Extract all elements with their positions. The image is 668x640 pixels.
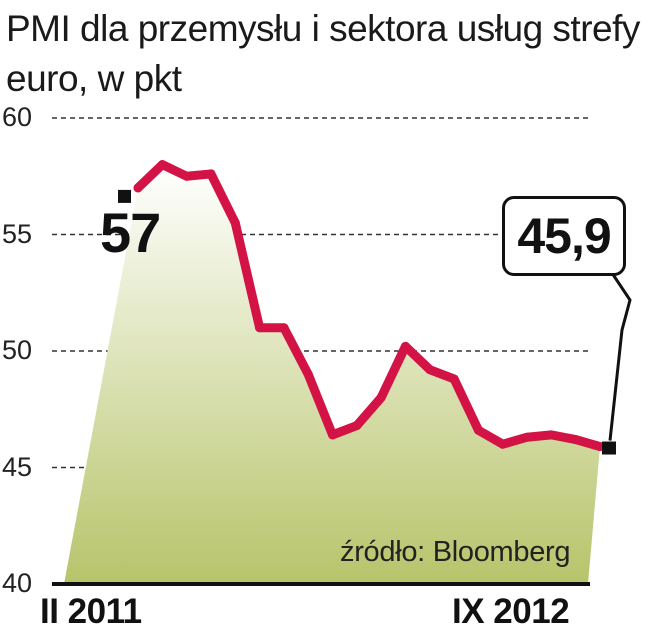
start-point-marker [118, 189, 131, 203]
end-point-marker [602, 441, 616, 455]
x-axis-end-label: IX 2012 [452, 592, 570, 631]
source-note: źródło: Bloomberg [340, 536, 571, 568]
data-point-15 [473, 425, 483, 435]
y-tick-55: 55 [2, 218, 33, 249]
y-tick-45: 45 [2, 451, 33, 482]
data-point-9 [328, 430, 338, 440]
data-point-13 [425, 365, 435, 375]
data-point-10 [352, 421, 362, 431]
data-point-1 [133, 183, 143, 193]
data-point-18 [546, 430, 556, 440]
data-point-5 [230, 218, 240, 228]
data-point-6 [255, 323, 265, 333]
data-point-4 [206, 169, 216, 179]
data-point-16 [498, 439, 508, 449]
data-point-19 [571, 435, 581, 445]
data-point-2 [157, 160, 167, 170]
x-axis-start-label: II 2011 [40, 592, 142, 631]
data-point-8 [303, 369, 313, 379]
data-point-12 [400, 341, 410, 351]
y-tick-50: 50 [2, 335, 33, 365]
y-tick-60: 60 [2, 102, 33, 132]
series-area-fill [64, 164, 600, 584]
callout-pointer-line [608, 272, 632, 441]
series-points [133, 160, 605, 452]
y-tick-40: 40 [2, 568, 33, 598]
data-point-14 [449, 374, 459, 384]
chart-title: PMI dla przemysłu i sektora usług strefy… [6, 8, 640, 99]
data-point-3 [182, 171, 192, 181]
end-value-callout: 45,9 [502, 196, 626, 276]
data-point-7 [279, 323, 289, 333]
data-point-17 [522, 432, 532, 442]
data-point-11 [376, 393, 386, 403]
start-value-label: 57 [100, 201, 161, 264]
